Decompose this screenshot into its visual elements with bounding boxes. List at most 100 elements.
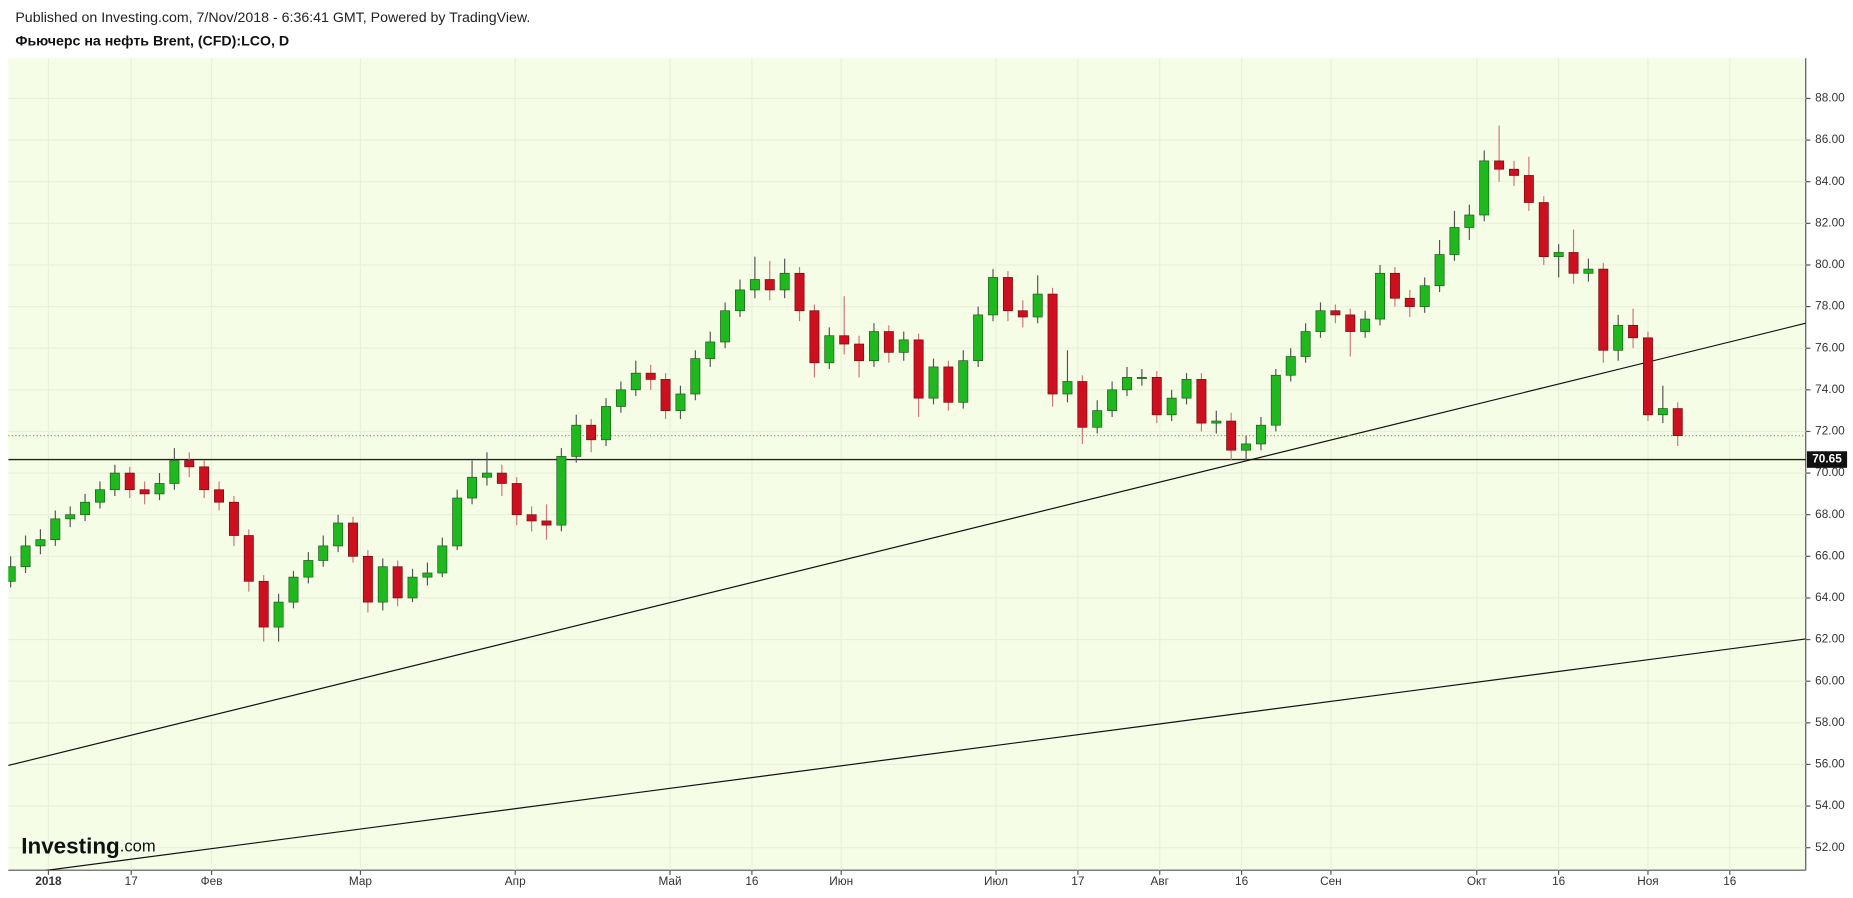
candle-body — [94, 489, 105, 503]
candle-body — [1360, 318, 1371, 332]
candle-body — [1226, 420, 1237, 451]
candle-body — [571, 424, 582, 457]
candle-body — [407, 576, 418, 599]
x-tick-label: Ноя — [1637, 874, 1658, 888]
x-tick-label: Окт — [1467, 874, 1487, 888]
candle-body — [1553, 252, 1564, 257]
candle-body — [273, 601, 284, 628]
candle-body — [988, 277, 999, 316]
candle-body — [943, 366, 954, 403]
candle-body — [1375, 272, 1386, 320]
y-tick-label: 84.00 — [1815, 174, 1845, 188]
candle-body — [1657, 408, 1668, 416]
candle-body — [913, 339, 924, 399]
candle-body — [422, 572, 433, 578]
candle-body — [109, 472, 120, 491]
candle-body — [1062, 381, 1073, 395]
candle-body — [199, 466, 210, 491]
candle-body — [973, 314, 984, 362]
candle-body — [35, 539, 46, 547]
candle-body — [348, 522, 358, 557]
y-tick-label: 62.00 — [1815, 632, 1845, 646]
price-label-box — [1806, 451, 1848, 468]
candle-body — [675, 393, 686, 411]
x-tick-label: Сен — [1320, 874, 1342, 888]
candle-body — [601, 406, 612, 441]
candle-body — [1017, 310, 1028, 318]
candle-body — [1002, 277, 1013, 312]
candle-body — [184, 460, 195, 468]
trendline — [8, 322, 1806, 767]
x-tick-label: 2018 — [35, 874, 62, 888]
y-tick-label: 58.00 — [1815, 715, 1845, 729]
candle-body — [1434, 254, 1445, 287]
candle-body — [630, 372, 641, 391]
candle-body — [80, 501, 91, 516]
candle-body — [1509, 168, 1519, 176]
candle-body — [868, 331, 879, 362]
candle-body — [362, 555, 373, 603]
price-label: 70.65 — [1812, 452, 1842, 466]
candle-body — [1107, 389, 1118, 411]
logo-main: Investing — [21, 834, 120, 859]
candle-body — [928, 366, 939, 399]
x-tick-label: 16 — [1552, 874, 1566, 888]
trendline — [43, 638, 1806, 871]
candle-body — [615, 389, 626, 407]
candle-body — [898, 339, 909, 353]
candle-body — [1092, 410, 1103, 428]
x-tick-label: 17 — [1071, 874, 1084, 888]
candle-body — [437, 545, 448, 574]
y-tick-label: 54.00 — [1815, 798, 1845, 812]
candle-body — [1583, 268, 1594, 274]
candle-body — [541, 520, 552, 526]
candle-body — [1047, 293, 1058, 395]
y-tick-label: 76.00 — [1815, 340, 1845, 354]
candle-body — [139, 489, 150, 495]
candle-body — [824, 335, 835, 364]
candle-body — [1181, 379, 1192, 399]
candle-body — [258, 580, 269, 628]
candle-body — [779, 272, 790, 291]
candle-body — [20, 545, 31, 568]
candle-body — [1389, 272, 1400, 299]
candle-body — [1151, 376, 1162, 416]
x-tick-label: 16 — [1723, 874, 1737, 888]
candle-body — [303, 560, 314, 578]
candle-body — [705, 341, 716, 359]
candle-body — [660, 379, 671, 411]
candle-body — [1285, 356, 1296, 376]
x-tick-label: Июн — [829, 874, 853, 888]
y-tick-label: 56.00 — [1815, 757, 1845, 771]
candle-body — [50, 518, 61, 541]
candle-body — [243, 535, 254, 582]
candle-body — [288, 576, 299, 603]
y-tick-label: 88.00 — [1815, 91, 1845, 105]
candle-body — [1538, 202, 1549, 257]
candle-body — [1211, 420, 1222, 424]
x-tick-label: Мар — [349, 874, 373, 888]
candle-body — [1449, 227, 1460, 255]
candle-body — [1628, 324, 1639, 339]
candle-body — [1032, 293, 1043, 318]
candle-body — [452, 497, 463, 547]
candle-body — [1345, 314, 1356, 332]
y-tick-label: 60.00 — [1815, 673, 1845, 687]
candle-body — [1122, 376, 1132, 391]
candle-body — [749, 279, 760, 291]
logo: Investing.com — [21, 834, 155, 859]
candle-body — [1479, 160, 1490, 216]
x-tick-label: Апр — [505, 874, 526, 888]
y-tick-label: 74.00 — [1815, 382, 1845, 396]
candle-body — [467, 476, 478, 499]
candle-body — [228, 501, 239, 536]
candle-body — [839, 335, 850, 345]
candle-body — [1077, 381, 1088, 428]
candle-body — [8, 566, 16, 582]
candle-body — [214, 489, 225, 503]
candle-body — [1196, 379, 1207, 424]
x-tick-label: Фев — [201, 874, 223, 888]
candle-body — [809, 310, 820, 364]
y-tick-label: 70.00 — [1815, 465, 1845, 479]
